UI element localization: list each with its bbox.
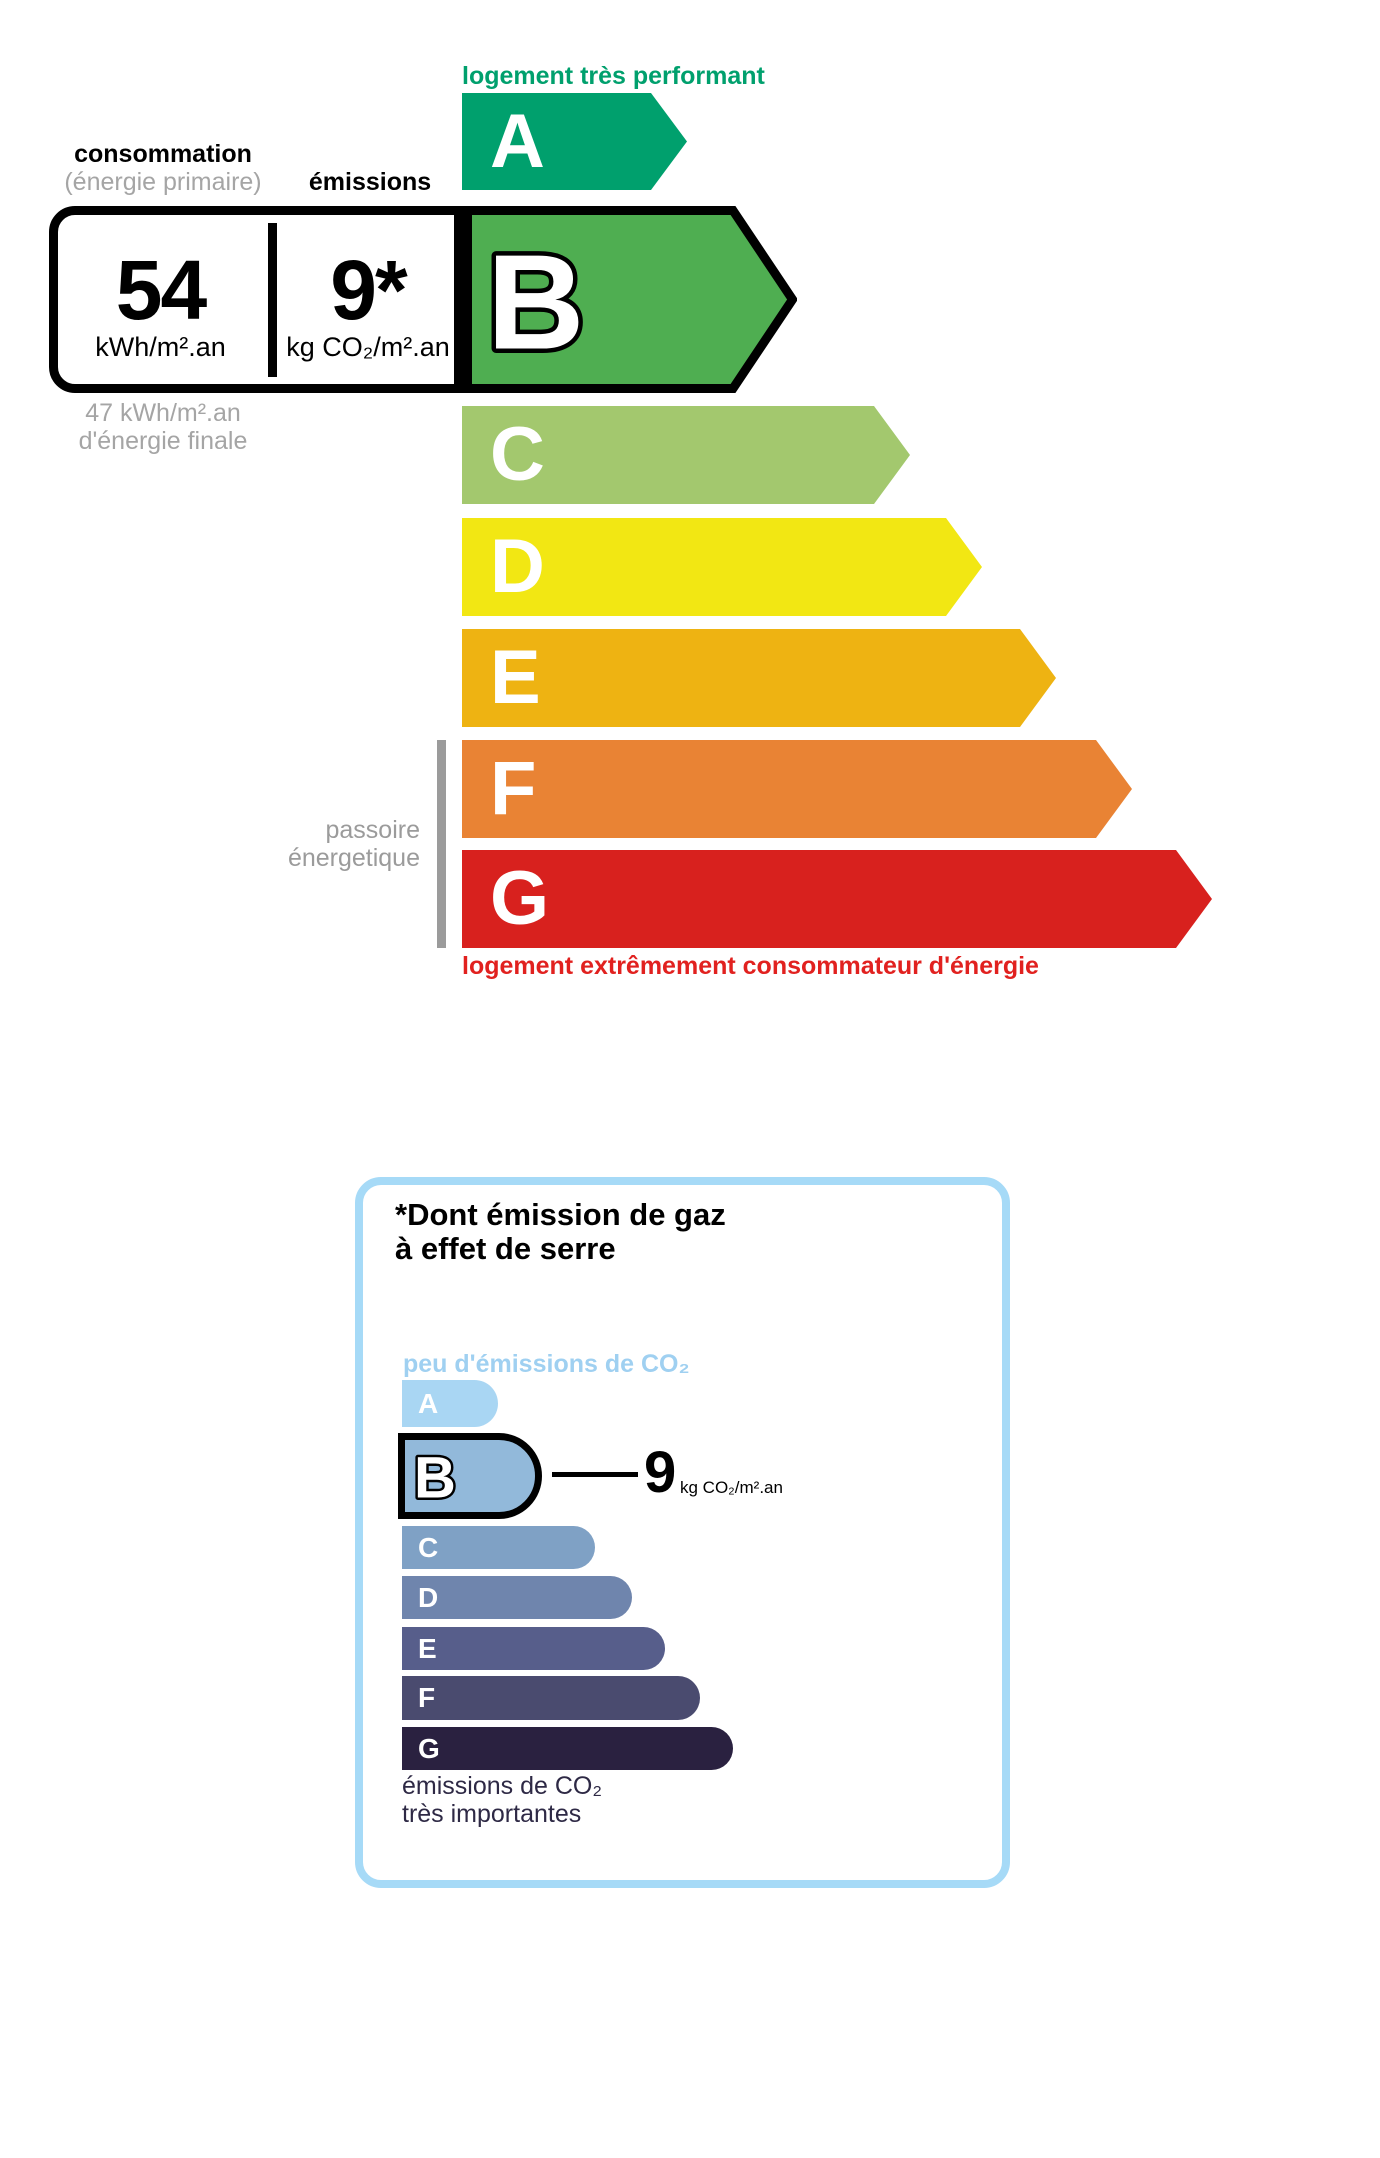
co2-class-g-letter: G <box>418 1732 440 1764</box>
energy-class-b-arrow: B <box>463 206 797 393</box>
co2-class-a-letter: A <box>418 1387 439 1419</box>
co2-high-caption-line1: émissions de CO₂ <box>402 1772 603 1800</box>
final-energy-line2: d'énergie finale <box>78 427 248 455</box>
energy-sieve-bar <box>437 740 446 948</box>
co2-class-a-pill: A <box>402 1380 498 1427</box>
energy-class-g-arrow: G <box>462 850 1212 948</box>
co2-panel-title: *Dont émission de gaz à effet de serre <box>395 1198 726 1266</box>
emissions-header: émissions <box>308 168 432 196</box>
energy-class-a-arrow: A <box>462 93 687 190</box>
co2-class-b-pill-shape <box>398 1433 542 1519</box>
consumption-value: 54 <box>115 243 207 337</box>
final-energy-note: 47 kWh/m².an d'énergie finale <box>33 399 293 455</box>
consumption-header: consommation <box>74 140 252 168</box>
energy-sieve-label: passoire énergetique <box>200 816 420 872</box>
co2-class-f-letter: F <box>418 1682 436 1713</box>
co2-class-c-pill: C <box>402 1526 595 1569</box>
consumption-subheader: (énergie primaire) <box>64 168 262 196</box>
energy-sieve-label-line2: énergetique <box>287 844 420 872</box>
energy-class-c-arrow: C <box>462 406 910 504</box>
co2-high-caption-line2: très importantes <box>402 1800 582 1828</box>
value-box-divider <box>268 223 277 377</box>
co2-high-caption: émissions de CO₂ très importantes <box>402 1772 602 1828</box>
top-performance-caption: logement très performant <box>462 62 765 90</box>
co2-value-unit: kg CO₂/m².an <box>680 1478 783 1497</box>
energy-class-e-arrow: E <box>462 629 1056 727</box>
energy-class-a-letter: A <box>490 98 545 184</box>
energy-class-d-arrow: D <box>462 518 982 616</box>
co2-panel-title-line1: *Dont émission de gaz <box>395 1197 726 1232</box>
energy-class-b-letter: B <box>487 227 585 378</box>
co2-low-caption: peu d'émissions de CO₂ <box>403 1350 690 1378</box>
co2-class-c-letter: C <box>418 1531 439 1563</box>
energy-class-b-arrow-shape <box>463 206 797 393</box>
co2-class-d-pill: D <box>402 1576 632 1619</box>
rating-value-box <box>49 206 463 393</box>
energy-class-f-arrow: F <box>462 740 1132 838</box>
emissions-value: 9* <box>330 243 407 337</box>
co2-class-b-pill: B <box>398 1433 542 1519</box>
co2-class-e-letter: E <box>418 1632 437 1664</box>
co2-value: 9 <box>644 1440 677 1505</box>
co2-class-d-letter: D <box>418 1581 439 1613</box>
co2-class-e-pill: E <box>402 1627 665 1670</box>
energy-sieve-label-line1: passoire <box>325 816 421 844</box>
bottom-consumption-caption: logement extrêmement consommateur d'éner… <box>462 952 1039 980</box>
energy-class-f-letter: F <box>490 746 537 831</box>
energy-class-g-letter: G <box>490 856 550 941</box>
co2-class-b-letter: B <box>414 1446 456 1511</box>
consumption-cell: 54 kWh/m².an <box>58 248 263 362</box>
co2-value-connector-line <box>552 1472 638 1477</box>
co2-panel-title-line2: à effet de serre <box>395 1231 616 1266</box>
emissions-unit: kg CO₂/m².an <box>286 332 450 362</box>
energy-class-e-letter: E <box>490 635 541 720</box>
co2-class-f-pill: F <box>402 1676 700 1720</box>
energy-class-c-letter: C <box>490 412 545 497</box>
emissions-cell: 9* kg CO₂/m².an <box>277 248 459 362</box>
energy-class-d-letter: D <box>490 524 545 609</box>
consumption-unit: kWh/m².an <box>95 332 226 362</box>
co2-class-g-pill: G <box>402 1727 733 1770</box>
final-energy-line1: 47 kWh/m².an <box>85 399 241 427</box>
